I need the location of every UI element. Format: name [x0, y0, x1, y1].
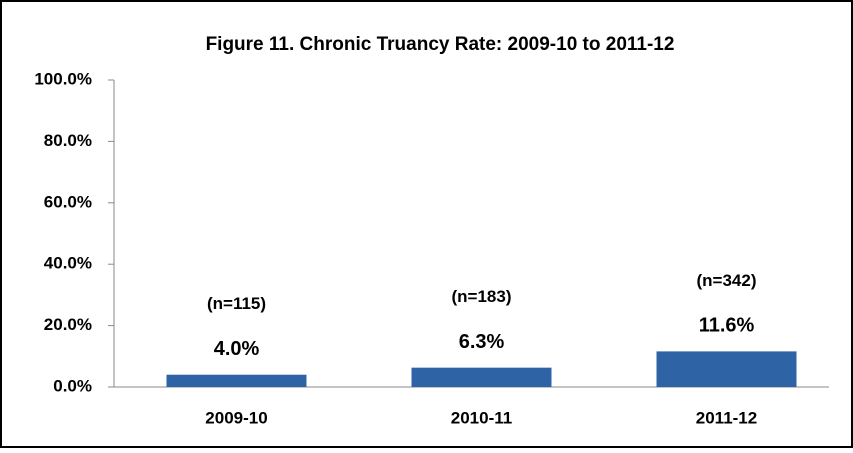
x-tick-label: 2010-11 [451, 408, 512, 427]
x-tick-label: 2009-10 [205, 408, 267, 427]
chart-title: Figure 11. Chronic Truancy Rate: 2009-10… [206, 34, 675, 55]
bar [656, 351, 797, 387]
value-label: 6.3% [459, 331, 505, 353]
x-tick-label: 2011-12 [696, 408, 757, 427]
value-label: 4.0% [214, 338, 260, 360]
y-tick-label: 80.0% [44, 131, 92, 150]
value-label: 11.6% [699, 315, 755, 337]
annotation: (n=183) [452, 287, 512, 306]
bar [411, 367, 552, 387]
annotation: (n=342) [697, 271, 757, 290]
y-tick-label: 0.0% [53, 376, 92, 395]
bar [166, 374, 307, 387]
y-tick-label: 60.0% [44, 192, 92, 211]
annotation: (n=115) [207, 294, 266, 313]
y-tick-label: 40.0% [44, 254, 92, 273]
y-tick-label: 100.0% [34, 69, 92, 88]
y-tick-label: 20.0% [44, 315, 92, 334]
